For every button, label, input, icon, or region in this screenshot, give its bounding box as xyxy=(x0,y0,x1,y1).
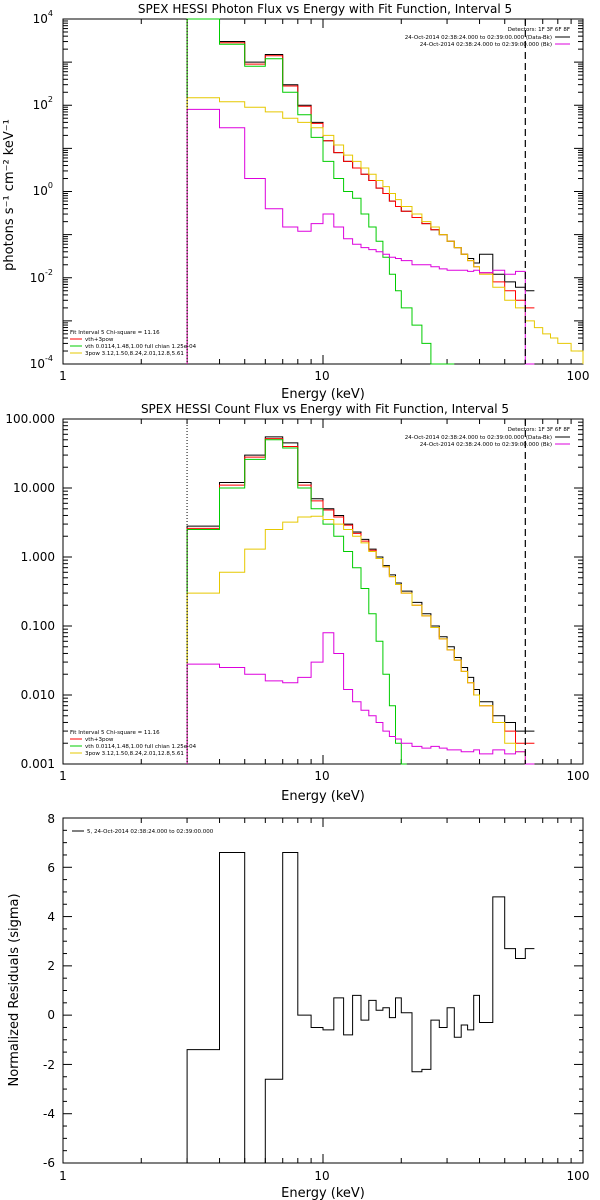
legend-entry: Fit Interval 5 Chi-square = 11.16 xyxy=(70,730,160,736)
legend-entry: Fit Interval 5 Chi-square = 11.16 xyxy=(70,330,160,336)
legend-top-right: Detectors: 1F 3F 6F 8F 24-Oct-2014 02:38… xyxy=(405,427,570,448)
y-tick-label: -4 xyxy=(43,1107,55,1121)
y-tick-label: 10.000 xyxy=(13,481,55,495)
y-tick-label: 6 xyxy=(47,861,55,875)
legend-entry: Detectors: 1F 3F 6F 8F xyxy=(508,427,570,433)
count-flux-panel: SPEX HESSI Count Flux vs Energy with Fit… xyxy=(5,402,589,804)
x-axis-label: Energy (keV) xyxy=(281,789,365,804)
legend-bottom-left: Fit Interval 5 Chi-square = 11.16 vth+3p… xyxy=(70,730,197,757)
x-tick-label: 10 xyxy=(314,369,329,383)
y-tick-label: 0.001 xyxy=(21,757,55,771)
series-line xyxy=(186,439,407,765)
residuals-panel: 1 10 100 Energy (keV) -6 -4 -2 0 2 4 6 8… xyxy=(7,812,589,1200)
x-axis-label: Energy (keV) xyxy=(281,1186,365,1200)
series-line xyxy=(186,108,535,365)
legend-entry: 3pow 3.12,1.50,8.24,2.01,12.8,5.61 xyxy=(85,351,184,357)
x-tick-label: 1 xyxy=(59,1169,67,1183)
x-tick-label: 1 xyxy=(59,369,67,383)
y-tick-label: 2 xyxy=(47,959,55,973)
x-tick-label: 10 xyxy=(314,1169,329,1183)
y-tick-label: 0 xyxy=(47,1008,55,1022)
legend-entry: Detectors: 1F 3F 6F 8F xyxy=(508,27,570,33)
y-tick-labels: 0.001 0.010 0.100 1.000 10.000 100.000 xyxy=(5,412,55,771)
vertical-markers xyxy=(186,19,526,364)
series-group xyxy=(186,852,535,1164)
y-tick-label: -6 xyxy=(43,1156,55,1170)
y-tick-label: 10-4 xyxy=(30,354,53,371)
series-line xyxy=(186,18,455,365)
legend-entry: 24-Oct-2014 02:38:24.000 to 02:39:00.000… xyxy=(420,442,552,448)
y-tick-label: 8 xyxy=(47,812,55,826)
y-tick-label: 0.010 xyxy=(21,688,55,702)
x-tick-label: 100 xyxy=(567,769,590,783)
legend-entry: vth 0.0114,1.48,1.00 full chian 1.25e-04 xyxy=(85,744,197,750)
y-tick-label: 100 xyxy=(33,181,53,198)
legend-bottom-left: Fit Interval 5 Chi-square = 11.16 vth+3p… xyxy=(70,330,197,357)
y-tick-labels: 10-4 10-2 100 102 104 xyxy=(30,9,53,371)
photon-flux-panel: SPEX HESSI Photon Flux vs Energy with Fi… xyxy=(2,2,589,402)
y-tick-label: 0.100 xyxy=(21,619,55,633)
chart-title: SPEX HESSI Count Flux vs Energy with Fit… xyxy=(141,402,509,416)
x-tick-label: 100 xyxy=(567,1169,590,1183)
legend-entry: vth 0.0114,1.48,1.00 full chian 1.25e-04 xyxy=(85,344,197,350)
y-tick-label: 10-2 xyxy=(30,268,53,285)
axis-ticks xyxy=(62,817,584,1164)
series-line xyxy=(186,852,535,1164)
y-tick-label: 104 xyxy=(33,9,53,26)
series-group xyxy=(186,436,535,765)
x-tick-label: 10 xyxy=(314,769,329,783)
x-axis-label: Energy (keV) xyxy=(281,387,365,402)
y-tick-label: 1.000 xyxy=(21,550,55,564)
legend-entry: 3pow 3.12,1.50,8.24,2.01,12.8,5.61 xyxy=(85,751,184,757)
legend-top-right: Detectors: 1F 3F 6F 8F 24-Oct-2014 02:38… xyxy=(405,27,570,48)
legend-entry: 24-Oct-2014 02:38:24.000 to 02:39:00.000… xyxy=(420,42,552,48)
y-tick-label: 102 xyxy=(33,95,53,112)
vertical-markers xyxy=(186,419,526,764)
y-tick-label: -2 xyxy=(43,1058,55,1072)
y-tick-label: 100.000 xyxy=(5,412,55,426)
series-line xyxy=(186,515,535,765)
axis-ticks xyxy=(62,18,584,365)
series-group xyxy=(186,18,584,365)
y-tick-label: 4 xyxy=(47,910,55,924)
y-axis-label: Normalized Residuals (sigma) xyxy=(7,893,22,1086)
legend-top-left: 5, 24-Oct-2014 02:38:24.000 to 02:39:00.… xyxy=(72,829,214,835)
x-tick-label: 100 xyxy=(567,369,590,383)
series-line xyxy=(186,632,535,765)
y-axis-label: photons s⁻¹ cm⁻² keV⁻¹ xyxy=(2,119,17,271)
legend-entry: 24-Oct-2014 02:38:24.000 to 02:39:00.000… xyxy=(405,435,552,441)
chart-title: SPEX HESSI Photon Flux vs Energy with Fi… xyxy=(138,2,512,16)
legend-entry: 24-Oct-2014 02:38:24.000 to 02:39:00.000… xyxy=(405,35,552,41)
y-tick-labels: -6 -4 -2 0 2 4 6 8 xyxy=(43,812,55,1170)
legend-entry: 5, 24-Oct-2014 02:38:24.000 to 02:39:00.… xyxy=(87,829,214,835)
x-tick-label: 1 xyxy=(59,769,67,783)
legend-entry: vth+3pow xyxy=(85,737,114,743)
legend-entry: vth+3pow xyxy=(85,337,114,343)
